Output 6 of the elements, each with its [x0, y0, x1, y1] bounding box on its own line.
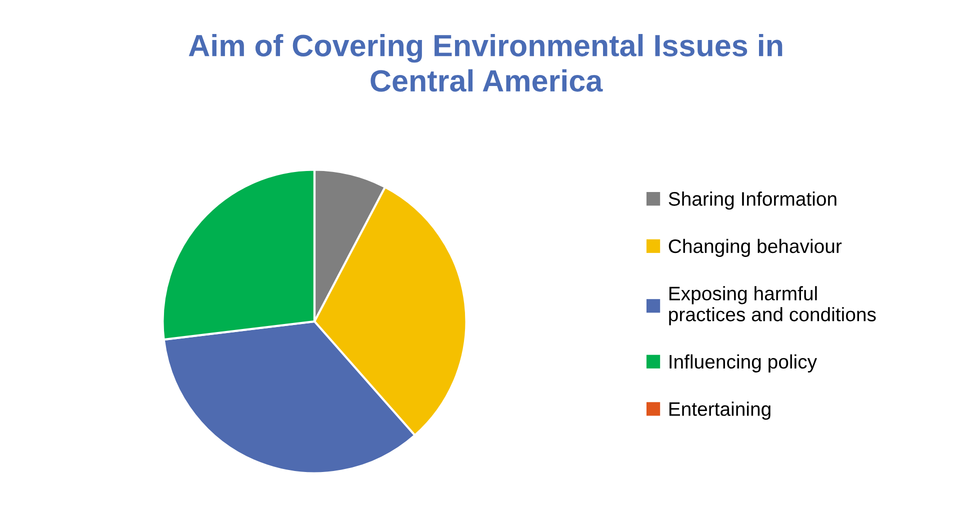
legend-label: Sharing Information	[668, 192, 836, 210]
chart-title: Aim of Covering Environmental Issues in Central America	[188, 34, 782, 92]
legend-label: Entertaining	[669, 402, 770, 420]
legend-label: Exposing harmful practices and conditions	[669, 286, 876, 326]
legend-label: Changing behaviour	[668, 238, 842, 257]
legend-label: Influencing policy	[670, 354, 817, 372]
